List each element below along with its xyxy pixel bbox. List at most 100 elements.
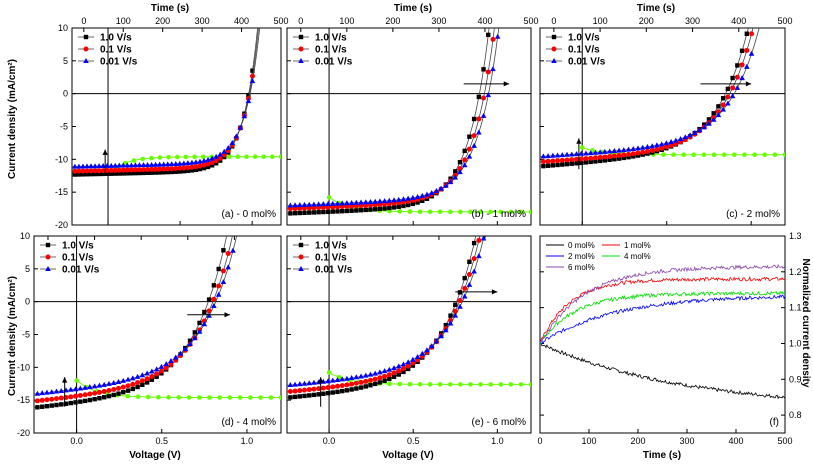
iv-marker-square (144, 380, 150, 385)
stability-point (140, 156, 145, 162)
iv-marker-circle (476, 237, 482, 243)
iv-marker-square (569, 161, 574, 166)
iv-marker-circle (471, 133, 477, 139)
stability-point (74, 378, 79, 383)
iv-marker-circle (92, 168, 98, 174)
iv-marker-circle (49, 396, 55, 402)
iv-marker-square (202, 309, 207, 315)
iv-marker-square (391, 205, 397, 210)
iv-marker-square (59, 402, 64, 407)
iv-marker-square (116, 391, 121, 396)
iv-marker-circle (611, 153, 617, 159)
iv-marker-square (602, 158, 608, 163)
panel-label: (b) - 1 mol% (472, 209, 527, 220)
iv-marker-square (607, 157, 612, 163)
stability-point (176, 395, 182, 400)
iv-marker-circle (292, 388, 298, 394)
iv-marker-circle (53, 396, 59, 402)
iv-marker-square (391, 374, 397, 380)
iv-marker-triangle (476, 253, 482, 259)
iv-marker-circle (161, 166, 167, 172)
iv-marker-triangle (362, 372, 369, 378)
x2-tick-label: 0 (81, 16, 86, 26)
iv-marker-circle (635, 150, 641, 156)
iv-marker-triangle (140, 162, 147, 168)
iv-marker-square (574, 161, 579, 166)
iv-marker-triangle (424, 347, 430, 353)
iv-marker-triangle (84, 163, 90, 169)
iv-marker-square (349, 208, 354, 213)
stability-point (145, 394, 151, 400)
stability-point (701, 152, 707, 158)
iv-marker-triangle (225, 264, 231, 270)
iv-marker-circle (158, 368, 164, 374)
iv-marker-circle (462, 157, 468, 163)
iv-marker-triangle (296, 381, 303, 387)
legend-marker-circle (298, 254, 304, 260)
iv-marker-triangle (58, 387, 65, 393)
iv-marker-triangle (139, 372, 146, 378)
y-tick-label: -10 (55, 154, 68, 164)
iv-marker-square (410, 201, 416, 207)
legend-label: 1.0 V/s (568, 33, 600, 44)
iv-marker-square (307, 210, 312, 215)
iv-marker-square (725, 86, 731, 92)
iv-marker-triangle (101, 381, 107, 387)
iv-marker-triangle (414, 193, 421, 199)
iv-marker-circle (353, 380, 359, 386)
iv-marker-square (339, 208, 345, 214)
voc-shift-arrow-head (491, 289, 498, 295)
scan-arrow-up-head (102, 149, 108, 155)
legend-marker-circle (45, 254, 51, 260)
iv-marker-square (481, 67, 486, 72)
iv-marker-triangle (76, 163, 82, 169)
legend-marker-square (45, 242, 51, 248)
iv-marker-triangle (177, 350, 184, 356)
iv-marker-square (325, 390, 331, 396)
iv-marker-circle (616, 153, 622, 159)
iv-marker-circle (668, 142, 674, 148)
iv-marker-triangle (315, 201, 322, 207)
iv-marker-circle (330, 384, 336, 390)
panel-d: 10 5 0 -5 -10 -15 -20 0.0 0.5 1.0 1.0 V/s0.1 V/s0.… (17, 231, 282, 446)
iv-marker-square (121, 171, 126, 176)
iv-marker-square (129, 171, 134, 176)
iv-marker-square (192, 330, 198, 335)
iv-marker-circle (306, 387, 312, 393)
legend-marker-square (83, 34, 89, 40)
iv-marker-circle (112, 167, 118, 173)
stability-point (261, 154, 267, 160)
stability-point (217, 395, 222, 400)
iv-marker-triangle (419, 350, 426, 356)
iv-marker-circle (559, 157, 565, 163)
iv-marker-circle (621, 152, 627, 158)
iv-marker-square (161, 170, 166, 175)
iv-marker-square (420, 198, 425, 204)
iv-marker-square (54, 402, 59, 408)
legend-marker-square (298, 34, 304, 40)
x-tick-label: 500 (777, 436, 792, 446)
iv-marker-circle (232, 236, 234, 237)
x2-tick-label: 300 (431, 16, 446, 26)
voc-shift-arrow-head (745, 81, 752, 87)
iv-marker-triangle (457, 303, 463, 309)
iv-marker-circle (400, 366, 406, 372)
normalized-trace (540, 275, 785, 344)
iv-marker-circle (39, 397, 45, 403)
iv-marker-triangle (461, 293, 468, 299)
iv-marker-square (443, 322, 449, 328)
iv-marker-square (363, 207, 368, 213)
iv-marker-triangle (130, 375, 136, 381)
iv-marker-circle (334, 383, 340, 389)
plot-area (540, 28, 785, 225)
iv-marker-triangle (120, 162, 127, 168)
x-tick-label: 1.0 (491, 436, 504, 446)
iv-marker-circle (115, 385, 121, 391)
panel-label: (d) - 4 mol% (222, 417, 277, 428)
iv-marker-circle (297, 205, 303, 211)
iv-marker-triangle (334, 377, 341, 383)
iv-marker-square (635, 153, 641, 158)
normalized-trace (540, 343, 785, 400)
iv-marker-circle (96, 389, 102, 395)
iv-marker-triangle (691, 129, 698, 135)
